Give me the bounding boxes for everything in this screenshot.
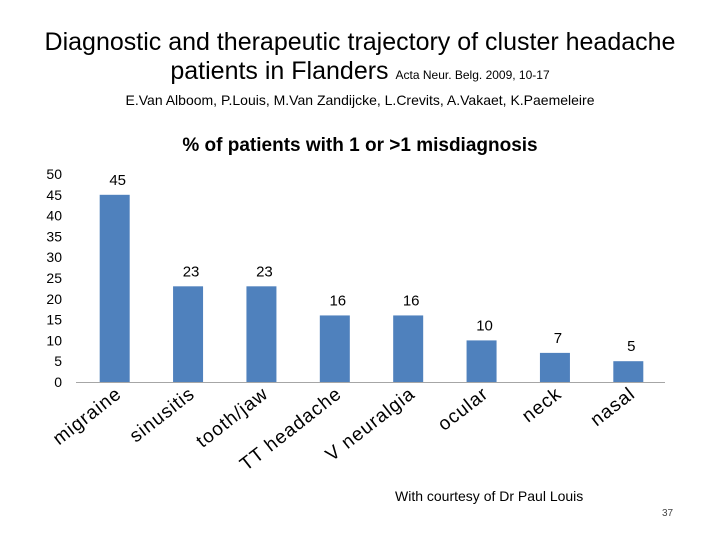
y-tick-label: 10	[46, 332, 62, 348]
slide-title-line1: Diagnostic and therapeutic trajectory of…	[44, 28, 676, 56]
y-tick-label: 35	[46, 228, 62, 244]
data-label: 10	[476, 317, 493, 334]
data-label: 23	[183, 263, 200, 280]
y-tick-label: 30	[46, 249, 62, 265]
bar	[466, 340, 497, 382]
page-number: 37	[662, 508, 674, 519]
data-label: 7	[554, 330, 562, 347]
bar	[173, 286, 204, 382]
y-tick-label: 15	[46, 312, 62, 328]
y-tick-label: 40	[46, 208, 62, 224]
bar	[539, 352, 570, 382]
chart-title: % of patients with 1 or >1 misdiagnosis	[182, 135, 538, 156]
bar	[393, 315, 424, 382]
y-tick-label: 0	[54, 374, 62, 390]
y-tick-label: 45	[46, 187, 62, 203]
citation: Acta Neur. Belg. 2009, 10-17	[395, 68, 550, 82]
x-tick-label: ocular	[434, 383, 492, 435]
bar	[246, 286, 277, 382]
bar	[319, 315, 350, 382]
slide-title-line2: patients in Flanders Acta Neur. Belg. 20…	[0, 57, 720, 86]
bar-chart: 0 5 10 15 20 25 30 35 40 45 50 45 migraine 23 sinusiti…	[46, 166, 665, 475]
bar	[613, 361, 644, 382]
data-label: 16	[403, 292, 420, 309]
x-tick-label: migraine	[49, 383, 126, 449]
y-tick-label: 5	[54, 353, 62, 369]
data-label: 5	[627, 338, 635, 355]
y-tick-label: 50	[46, 166, 62, 182]
y-tick-label: 25	[46, 270, 62, 286]
x-tick-label: neck	[518, 383, 566, 427]
data-label: 45	[109, 172, 126, 189]
bar	[99, 194, 130, 382]
courtesy-note: With courtesy of Dr Paul Louis	[395, 488, 584, 504]
x-tick-label: sinusitis	[126, 383, 199, 447]
authors: E.Van Alboom, P.Louis, M.Van Zandijcke, …	[125, 92, 595, 108]
data-label: 23	[256, 263, 273, 280]
y-tick-label: 20	[46, 291, 62, 307]
title-line2-text: patients in Flanders	[170, 57, 389, 85]
data-label: 16	[329, 292, 346, 309]
x-tick-label: nasal	[587, 383, 640, 431]
